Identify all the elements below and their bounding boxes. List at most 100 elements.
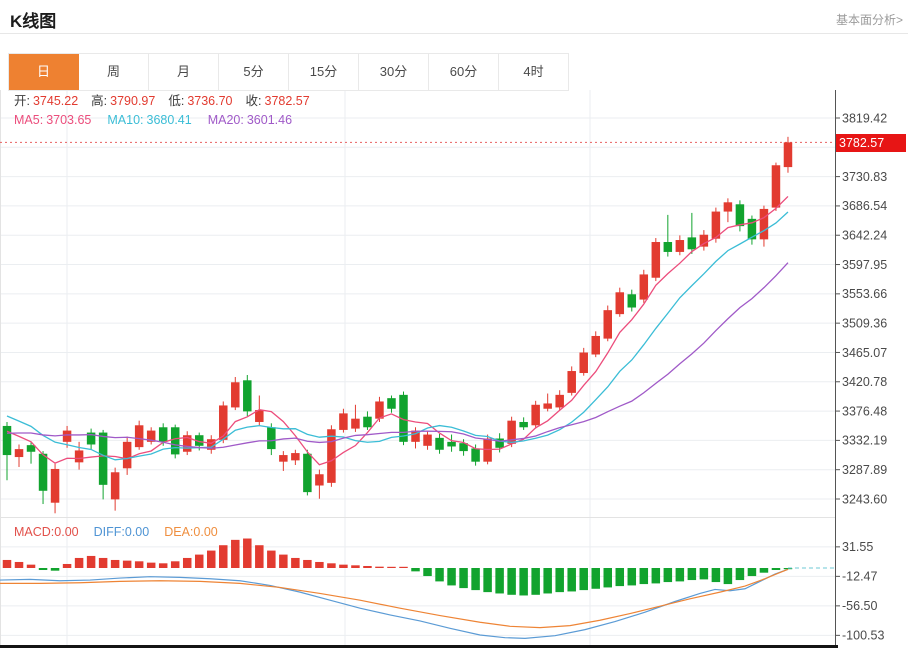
candle [723,202,733,212]
candle [663,242,673,252]
ma5-line [6,195,789,466]
candle [603,310,612,339]
candle [675,240,685,252]
candle [771,165,781,208]
high-group: 高: 3790.97 [91,93,155,109]
period-tab-5[interactable]: 30分 [359,54,429,90]
candle [146,430,156,442]
ma20-value: 3601.46 [246,113,293,127]
fundamental-analysis-link[interactable]: 基本面分析> [835,13,903,27]
candle [495,438,504,448]
high-label: 高: [91,94,108,108]
candle [627,294,637,308]
candle [555,394,564,408]
period-tabs: 日周月 5分 15分 30分 60分 4时 [8,53,569,91]
y-axis-label: 3465.07 [842,346,887,360]
candle [711,211,721,239]
period-tab-0[interactable]: 日 [9,54,79,90]
y-axis-label: 3509.36 [842,316,887,330]
candle [231,382,240,408]
candle [375,401,384,419]
candle [267,427,276,450]
low-label: 低: [168,94,185,108]
y-axis-label: 3243.60 [842,492,887,506]
candle [567,371,576,393]
period-tab-6[interactable]: 60分 [429,54,499,90]
candle [591,335,600,355]
ma20-group: MA20: 3601.46 [208,112,292,128]
y-axis-label: 3553.66 [842,287,887,301]
close-value: 3782.57 [264,94,310,108]
candle [339,413,348,430]
candle [122,441,132,469]
y-axis-label: 3332.19 [842,434,887,448]
period-tab-4[interactable]: 15分 [289,54,359,90]
candle [351,418,360,429]
candle [747,218,757,240]
ma20-line [6,262,789,449]
diff-group: DIFF:0.00 [94,524,150,540]
candle [687,237,697,250]
candle [471,448,480,462]
period-tab-2[interactable]: 月 [149,54,219,90]
candle [74,450,84,463]
candle [291,453,300,461]
ma-info-row: MA5: 3703.65 MA10: 3680.41 MA20: 3601.46 [14,112,292,128]
y-axis-label: 3420.78 [842,375,887,389]
diff-line [0,568,789,639]
candle [255,410,264,422]
candle [86,432,96,445]
candle [50,468,60,503]
current-price-badge: 3782.57 [836,134,906,152]
candle [158,427,168,442]
period-tab-3[interactable]: 5分 [219,54,289,90]
candle [62,430,72,442]
candle [699,234,709,247]
candle [507,420,516,444]
title-divider [0,33,908,34]
candle [543,403,552,409]
candle [14,449,24,458]
candle [531,404,540,426]
dea-line [0,568,789,629]
candle [38,453,48,491]
candle [387,398,396,409]
candle [447,441,456,447]
macd-axis-label: -56.50 [842,599,877,613]
ma5-label: MA5: [14,113,44,127]
ma10-value: 3680.41 [146,113,192,127]
candle [2,425,12,456]
candle [207,439,216,450]
candle [579,352,588,374]
candle [303,453,312,493]
macd-axis-label: 31.55 [842,540,873,554]
ma5-group: MA5: 3703.65 [14,112,91,128]
candle [759,208,769,240]
period-tab-1[interactable]: 周 [79,54,149,90]
macd-axis-label: -12.47 [842,570,877,584]
macd-group: MACD:0.00 [14,524,79,540]
macd-info-row: MACD:0.00 DIFF:0.00 DEA:0.00 [14,524,218,540]
y-axis-label: 3819.42 [842,111,887,125]
dea-value: 0.00 [193,525,218,539]
dea-group: DEA:0.00 [164,524,218,540]
high-value: 3790.97 [110,94,156,108]
period-tab-7[interactable]: 4时 [499,54,568,90]
candle [519,421,528,428]
candle [243,380,252,412]
diff-value: 0.00 [124,525,150,539]
diff-label: DIFF: [93,525,125,539]
y-axis-label: 3376.48 [842,404,887,418]
candle [170,427,180,455]
open-label: 开: [14,94,30,108]
candle [110,472,120,500]
candle [615,292,625,315]
y-axis-label: 3686.54 [842,199,887,213]
y-axis-label: 3730.83 [842,170,887,184]
ma20-label: MA20: [207,113,244,127]
ma10-label: MA10: [107,113,144,127]
candle [363,416,372,428]
ma5-value: 3703.65 [46,113,92,127]
